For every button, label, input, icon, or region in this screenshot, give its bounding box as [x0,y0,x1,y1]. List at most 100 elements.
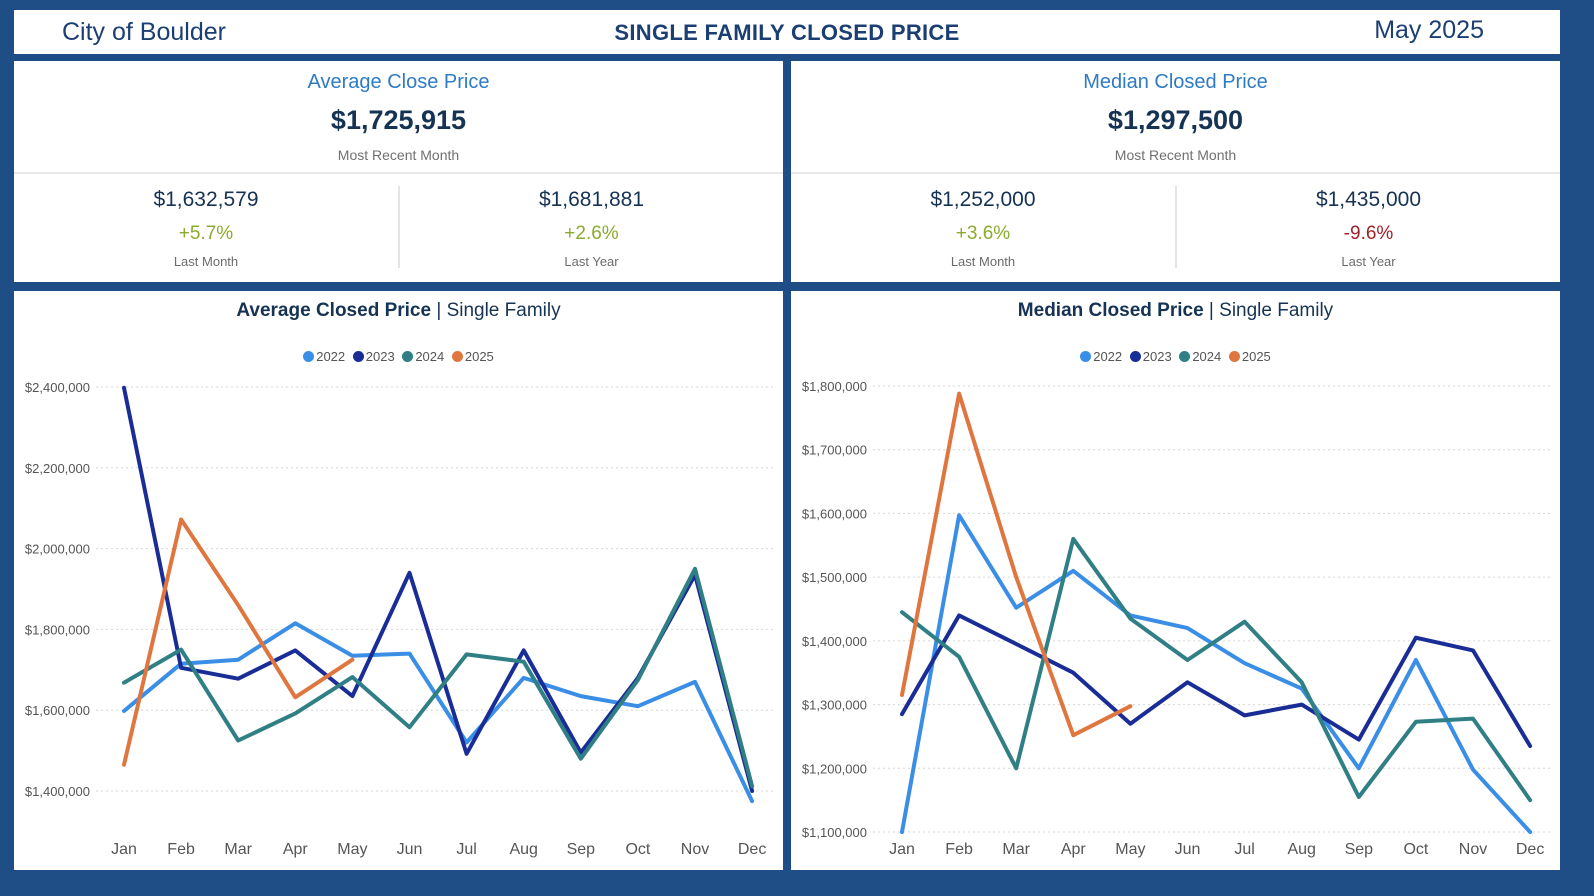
chart-title-rest: Single Family [446,300,561,321]
x-tick-label: Apr [283,841,309,858]
comparison-value: $1,435,000 [1315,188,1422,211]
x-tick-label: Jun [1175,841,1201,858]
x-tick-label: Dec [738,841,766,858]
legend-item[interactable]: 2025 [1228,349,1271,364]
legend-label: 2025 [464,349,494,364]
divider [14,172,783,174]
header-bar: City of Boulder SINGLE FAMILY CLOSED PRI… [14,10,1560,54]
divider [791,172,1560,174]
legend-label: 2022 [316,349,346,364]
chart-title-separator: | [1208,300,1214,321]
y-tick-label: $2,200,000 [25,461,90,476]
x-tick-label: Jun [397,841,423,858]
y-tick-label: $1,100,000 [802,825,867,840]
legend-dot-2022 [303,351,315,362]
x-tick-label: Jan [111,841,137,858]
comparison-label: Last Month [173,254,239,269]
legend-label: 2024 [415,349,445,364]
kpi-title: Average Close Price [307,71,490,93]
divider [1175,186,1177,268]
legend-dot-2025 [1228,351,1240,362]
report-month: May 2025 [1374,16,1484,44]
kpi-subtitle: Most Recent Month [1114,147,1237,163]
chart-legend: 2022 2023 2024 2025 [14,349,783,364]
kpi-value: $1,297,500 [1107,105,1244,135]
legend-label: 2025 [1241,349,1271,364]
x-tick-label: Feb [167,841,195,858]
legend-item[interactable]: 2022 [1080,349,1122,364]
series-line-2024 [900,536,1533,803]
comparison-label: Last Month [950,254,1016,269]
legend-dot-2024 [1179,351,1191,362]
last-year-comparison: $1,681,881 +2.6% Last Year [400,185,783,271]
x-tick-label: Jul [1234,841,1254,858]
y-tick-label: $1,800,000 [25,622,90,637]
legend-dot-2023 [352,351,364,362]
comparison-label: Last Year [564,254,619,269]
y-tick-label: $1,400,000 [25,784,90,799]
legend-item[interactable]: 2022 [303,349,345,364]
x-tick-label: Nov [681,841,709,858]
chart-plot-area: $1,400,000 $1,600,000 $1,800,000 $2,000,000… [25,380,776,858]
legend-dot-2022 [1080,351,1092,362]
chart-title-separator: | [436,300,442,321]
comparison-value: $1,681,881 [538,188,645,211]
median-closed-price-chart: $1,100,000 $1,200,000 $1,300,000 $1,400,000… [791,291,1560,870]
x-tick-label: Mar [1002,841,1030,858]
x-tick-label: Nov [1459,841,1487,858]
legend-dot-2023 [1129,351,1141,362]
average-closed-price-chart: $1,400,000 $1,600,000 $1,800,000 $2,000,000… [14,291,783,870]
comparison-change: +2.6% [564,223,619,244]
y-tick-label: $2,000,000 [25,542,90,557]
x-tick-label: Oct [625,841,650,858]
legend-label: 2024 [1192,349,1222,364]
x-tick-label: Sep [567,841,596,858]
series-line-2025 [122,517,355,767]
x-tick-label: Sep [1345,841,1374,858]
last-month-comparison: $1,632,579 +5.7% Last Month [14,185,398,271]
legend-item[interactable]: 2025 [451,349,494,364]
chart-title: Median Closed Price | Single Family [791,300,1560,322]
legend-label: 2022 [1093,349,1123,364]
x-tick-label: Oct [1403,841,1428,858]
x-tick-label: May [1115,841,1145,858]
series-line-2025 [900,391,1133,738]
comparison-value: $1,632,579 [153,188,259,211]
x-tick-label: Jan [889,841,915,858]
y-tick-label: $1,800,000 [802,379,867,394]
x-tick-label: Dec [1516,841,1544,858]
series-line-2022 [122,621,755,804]
series-line-2023 [900,613,1533,748]
comparison-change: +5.7% [178,223,234,244]
average-price-kpi-card: Average Close Price $1,725,915 Most Rece… [14,61,783,282]
y-tick-label: $1,300,000 [802,698,867,713]
legend-item[interactable]: 2024 [1179,349,1221,364]
y-tick-label: $1,600,000 [802,506,867,521]
legend-dot-2024 [402,351,414,362]
y-tick-label: $1,600,000 [25,703,90,718]
y-tick-label: $2,400,000 [25,380,90,395]
y-tick-label: $1,200,000 [802,761,867,776]
legend-label: 2023 [365,349,395,364]
y-tick-label: $1,700,000 [802,443,867,458]
x-tick-label: Feb [945,841,973,858]
legend-label: 2023 [1142,349,1172,364]
page-title: SINGLE FAMILY CLOSED PRICE [614,20,960,45]
chart-legend: 2022 2023 2024 2025 [791,349,1560,364]
median-price-kpi-card: Median Closed Price $1,297,500 Most Rece… [791,61,1560,282]
last-year-comparison: $1,435,000 -9.6% Last Year [1177,185,1560,271]
legend-item[interactable]: 2023 [352,349,395,364]
comparison-change: -9.6% [1343,223,1394,244]
chart-plot-area: $1,100,000 $1,200,000 $1,300,000 $1,400,000… [802,379,1553,858]
y-tick-label: $1,500,000 [802,570,867,585]
legend-item[interactable]: 2023 [1129,349,1172,364]
legend-item[interactable]: 2024 [402,349,444,364]
chart-title-bold: Median Closed Price [1017,300,1204,321]
kpi-subtitle: Most Recent Month [337,147,460,163]
series-line-2022 [900,513,1533,834]
chart-title-bold: Average Closed Price [236,300,432,321]
series-line-2024 [122,566,755,789]
kpi-value: $1,725,915 [330,105,467,135]
city-name: City of Boulder [62,18,226,46]
chart-title: Average Closed Price | Single Family [14,300,783,322]
